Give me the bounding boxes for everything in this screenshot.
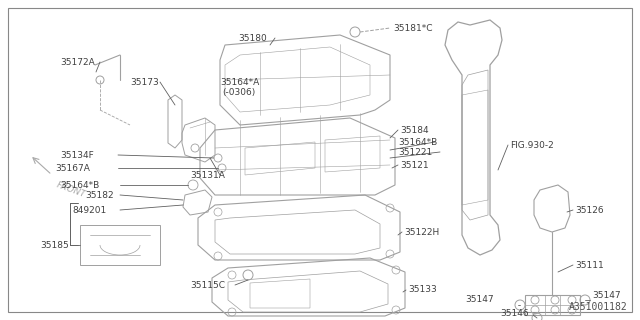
Text: 351221: 351221 xyxy=(398,148,432,156)
Text: 35126: 35126 xyxy=(575,205,604,214)
Text: 35147: 35147 xyxy=(465,295,493,305)
Text: 35184: 35184 xyxy=(400,125,429,134)
Text: 35172A: 35172A xyxy=(60,58,95,67)
Text: 35133: 35133 xyxy=(408,285,436,294)
Text: 35134F: 35134F xyxy=(60,150,93,159)
Text: 35115C: 35115C xyxy=(190,281,225,290)
Text: 35180: 35180 xyxy=(238,34,267,43)
Text: FIG.930-2: FIG.930-2 xyxy=(510,140,554,149)
Text: 35122H: 35122H xyxy=(404,228,439,236)
Text: 35167A: 35167A xyxy=(55,164,90,172)
Text: 35146: 35146 xyxy=(500,309,529,318)
Text: 849201: 849201 xyxy=(72,205,106,214)
Text: 35131A: 35131A xyxy=(190,171,225,180)
Text: 35182: 35182 xyxy=(85,190,114,199)
Text: 35185: 35185 xyxy=(40,241,68,250)
Text: 35147: 35147 xyxy=(592,292,621,300)
Text: 35111: 35111 xyxy=(575,260,604,269)
Text: A351001182: A351001182 xyxy=(569,302,628,312)
Text: 35173: 35173 xyxy=(130,77,159,86)
Text: 35164*B: 35164*B xyxy=(398,138,437,147)
Text: FRONT: FRONT xyxy=(55,180,87,199)
Text: 35164*B: 35164*B xyxy=(60,180,99,189)
Text: 35181*C: 35181*C xyxy=(393,23,433,33)
Text: 35164*A: 35164*A xyxy=(220,77,259,86)
Text: 35121: 35121 xyxy=(400,161,429,170)
Text: (-0306): (-0306) xyxy=(222,87,255,97)
